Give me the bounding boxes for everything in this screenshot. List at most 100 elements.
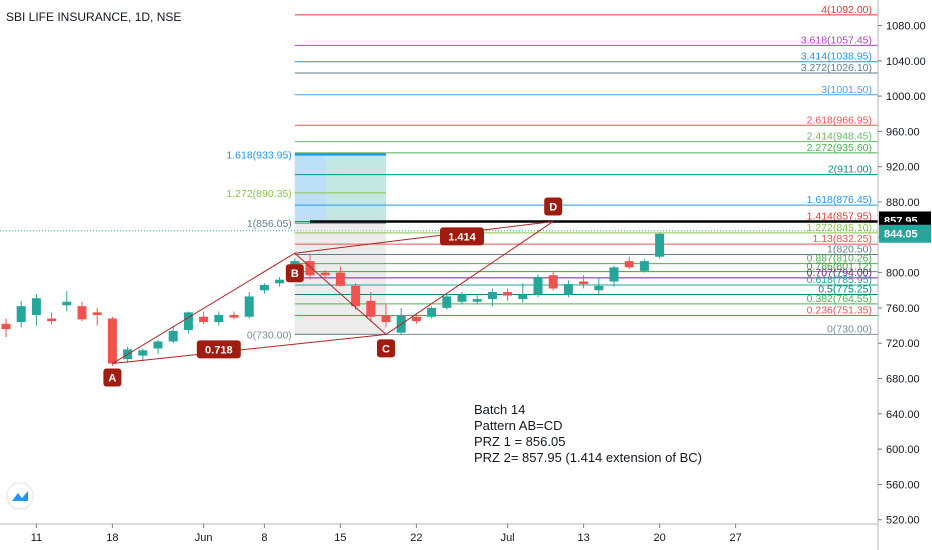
candle-body [16, 306, 26, 323]
candle-body [259, 284, 269, 291]
x-tick-label: Jun [195, 532, 213, 544]
point-label-c: C [382, 343, 390, 355]
y-tick-label: 520.00 [886, 515, 920, 527]
ratio-label: 0.718 [205, 344, 233, 356]
y-tick-label: 680.00 [886, 374, 920, 386]
price-tags: 857.95856.05844.05 [879, 211, 931, 243]
candle-body [381, 314, 391, 323]
abcd-pattern: A B C D 0.718 1.414 [103, 197, 563, 387]
candle-body [92, 312, 102, 315]
candle-body [1, 323, 11, 330]
y-tick-label: 760.00 [886, 303, 920, 315]
fib-label: 0.5(775.25) [818, 283, 872, 295]
candle-body [533, 277, 543, 295]
tradingview-logo-icon[interactable] [6, 482, 34, 510]
fib-label: 1(820.50) [827, 244, 872, 256]
candle-body [579, 281, 589, 285]
candle-body [563, 284, 573, 295]
ratio-badge [440, 227, 484, 246]
point-badge-a [103, 368, 122, 387]
candle-body [639, 261, 649, 271]
x-tick-label: 22 [410, 532, 422, 544]
fib-label: 1.272(845.10) [807, 222, 872, 234]
candle-body [153, 341, 163, 349]
leg-cd [385, 221, 554, 335]
chart-title: SBI LIFE INSURANCE, 1D, NSE [6, 10, 181, 24]
notes-block: Batch 14 Pattern AB=CD PRZ 1 = 856.05 PR… [474, 402, 702, 465]
ratio-label: 1.414 [448, 231, 476, 243]
zone-upper-left [294, 154, 326, 224]
point-label-a: A [108, 373, 116, 385]
candle-body [107, 318, 117, 364]
fib-label: 3.272(1026.10) [801, 62, 872, 74]
left-fib-label: 1.272(890.35) [226, 188, 291, 200]
candle-body [275, 279, 285, 284]
time-axis[interactable]: 11 18 Jun 8 15 22 Jul 13 20 27 [0, 523, 878, 544]
fib-label: 0.618(785.95) [807, 274, 872, 286]
note-line-3: PRZ 1 = 856.05 [474, 434, 565, 449]
fib-levels: 1.618(933.95) 1.272(890.35) 1(856.05) 0(730… [226, 4, 878, 341]
y-tick-label: 1040.00 [886, 56, 926, 68]
x-tick-label: 18 [106, 532, 118, 544]
candle-body [351, 285, 361, 307]
candle-body [503, 292, 513, 296]
candle-body [624, 261, 634, 268]
point-label-d: D [549, 201, 557, 213]
candle-body [548, 275, 558, 289]
y-tick-label: 960.00 [886, 126, 920, 138]
y-tick-label: 880.00 [886, 197, 920, 209]
point-badge-b [285, 264, 304, 283]
x-tick-label: 15 [334, 532, 346, 544]
fib-label: 0.236(751.35) [807, 305, 872, 317]
candles [1, 232, 665, 367]
y-tick-label: 640.00 [886, 409, 920, 421]
fib-label: 0.382(764.55) [807, 293, 872, 305]
candle-body [31, 298, 41, 315]
candle-body [305, 261, 315, 276]
leg-ab [112, 252, 296, 364]
leg-bd [294, 220, 554, 254]
leg-bc [294, 252, 387, 335]
candle-body [427, 307, 437, 317]
candle-body [47, 318, 57, 322]
fib-label: 4(1092.00) [821, 4, 872, 16]
price-tag-label: 844.05 [884, 229, 918, 241]
candle-body [77, 306, 87, 320]
candle-body [442, 296, 452, 308]
candle-body [199, 316, 209, 323]
candle-body [655, 233, 665, 257]
candle-body [168, 330, 178, 342]
x-tick-label: 8 [261, 532, 267, 544]
ratio-badge [196, 340, 241, 359]
x-tick-label: 13 [577, 532, 589, 544]
note-line-4: PRZ 2= 857.95 (1.414 extension of BC) [474, 450, 702, 465]
candle-body [320, 272, 330, 276]
y-tick-label: 720.00 [886, 338, 920, 350]
note-line-2: Pattern AB=CD [474, 418, 563, 433]
candle-body [229, 314, 239, 318]
candle-body [594, 285, 604, 291]
x-tick-label: 20 [653, 532, 665, 544]
y-tick-label: 560.00 [886, 479, 920, 491]
fib-label: 0.887(810.26) [807, 253, 872, 265]
y-tick-label: 920.00 [886, 162, 920, 174]
left-fib-label: 0(730.00) [247, 329, 292, 341]
candle-body [62, 301, 72, 306]
fib-label: 2.618(966.95) [807, 114, 872, 126]
left-fib-label: 1(856.05) [247, 218, 292, 230]
left-fib-label: 1.618(933.95) [226, 149, 291, 161]
fib-label: 0.786(801.12) [807, 261, 872, 273]
x-tick-label: Jul [501, 532, 515, 544]
y-tick-label: 1080.00 [886, 20, 926, 32]
price-axis[interactable]: 520.00 560.00 600.00 640.00 680.00 720.00 760.… [877, 0, 926, 550]
candle-body [366, 300, 376, 317]
y-tick-label: 800.00 [886, 268, 920, 280]
candle-body [487, 292, 497, 300]
fib-label: 3.618(1057.45) [801, 34, 872, 46]
point-badge-d [544, 197, 563, 216]
fib-label: 0(730.00) [827, 323, 872, 335]
note-line-1: Batch 14 [474, 402, 525, 417]
candle-body [214, 314, 224, 323]
fib-label: 1.618(876.45) [807, 194, 872, 206]
